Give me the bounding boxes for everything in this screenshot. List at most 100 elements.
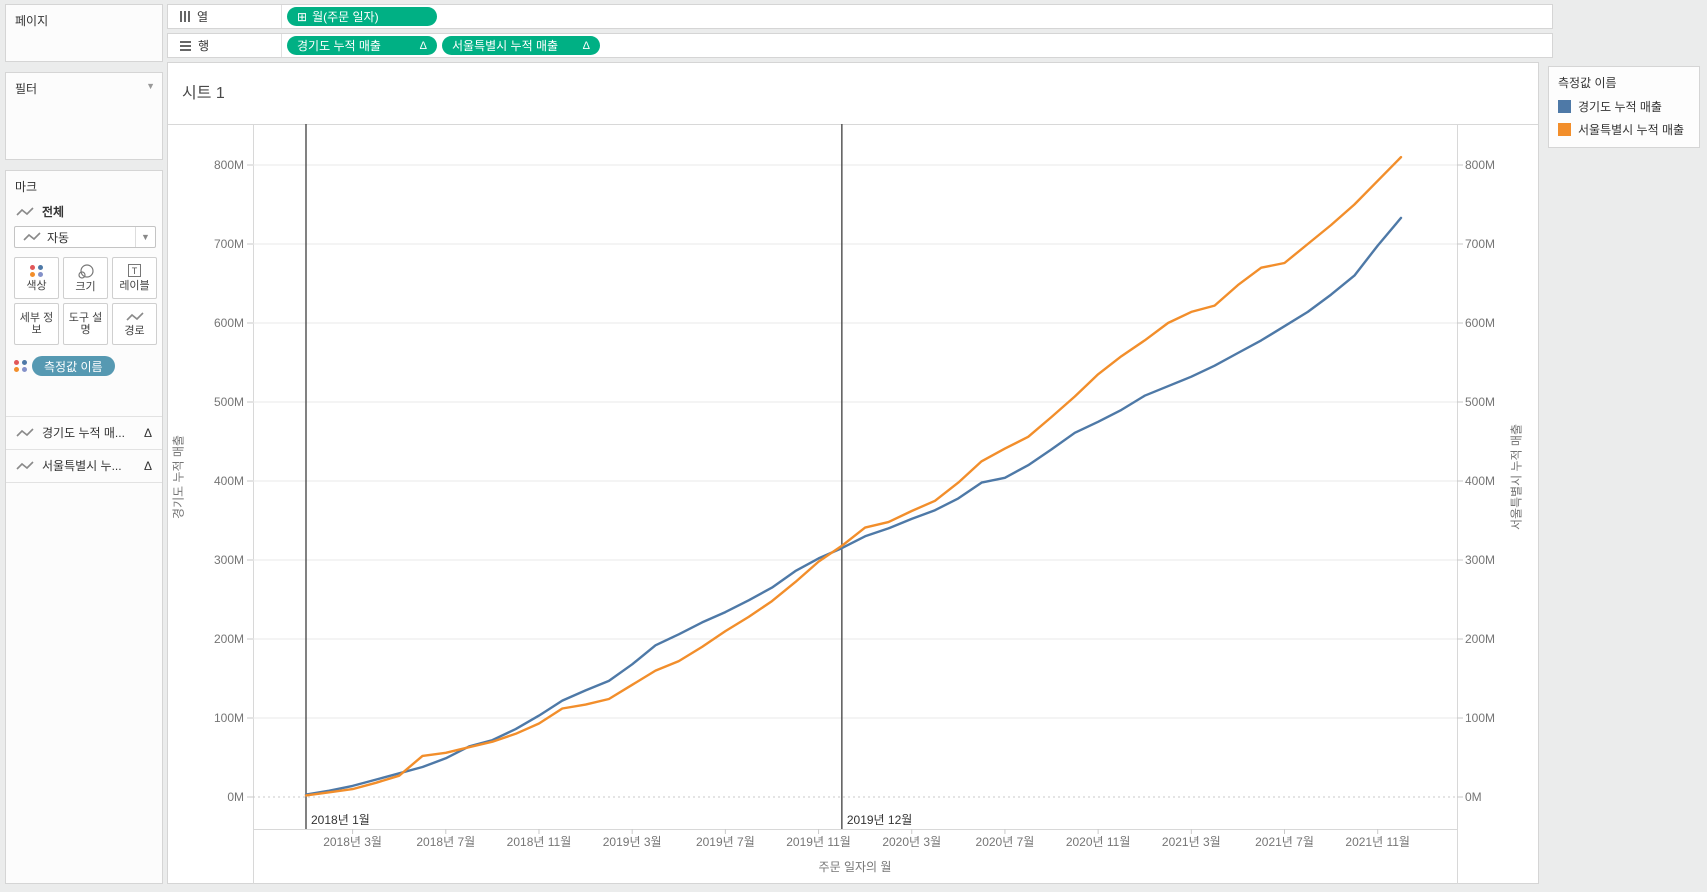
x-axis-tick-label: 2020년 3월 (882, 835, 942, 849)
reference-line-label: 2018년 1월 (311, 813, 370, 827)
x-axis-tick-label: 2018년 3월 (323, 835, 382, 849)
detail-button[interactable]: 세부 정보 (14, 303, 59, 345)
table-calc-delta-icon: Δ (419, 39, 427, 52)
path-line-icon (125, 311, 144, 321)
line-chart-plot[interactable]: 2018년 1월 2019년 12월 (247, 124, 1463, 834)
x-axis-line (253, 829, 1457, 830)
legend-entry[interactable]: 경기도 누적 매출 (1549, 95, 1699, 118)
field-row-seoul[interactable]: 서울특별시 누... Δ (6, 450, 162, 481)
x-axis-tick-label: 2018년 7월 (416, 835, 476, 849)
right-axis-tick-label: 400M (1465, 474, 1496, 488)
right-axis-tick-label: 600M (1465, 316, 1496, 330)
line-mark-icon (23, 232, 41, 241)
left-axis-line (253, 124, 254, 884)
color-dots-icon (14, 360, 28, 372)
line-mark-icon (16, 206, 34, 216)
left-axis-tick-label: 800M (213, 158, 244, 172)
delta-badge: Δ (143, 458, 152, 473)
left-axis-tick-label: 500M (213, 395, 244, 409)
divider (6, 416, 162, 417)
path-button[interactable]: 경로 (112, 303, 157, 345)
field-label: 서울특별시 누... (42, 459, 122, 473)
left-axis-tick-label: 700M (213, 237, 244, 251)
rows-shelf: 행 경기도 누적 매출 Δ 서울특별시 누적 매출 Δ (167, 33, 1553, 58)
x-axis-tick-label: 2018년 11월 (506, 835, 572, 849)
series-line-right[interactable] (304, 155, 1403, 797)
divider (168, 124, 1538, 125)
right-axis-tick-label: 200M (1465, 632, 1496, 646)
marks-title: 마크 (15, 180, 38, 194)
pill-month-order-date[interactable]: ⊞ 월(주문 일자) (287, 7, 437, 26)
left-axis-tick-label: 100M (213, 711, 244, 725)
size-button[interactable]: 크기 (63, 257, 108, 299)
columns-shelf-label: 열 (168, 5, 282, 28)
mark-type-value: 자동 (47, 230, 70, 245)
legend-swatch (1558, 100, 1571, 113)
pill-text: 서울특별시 누적 매출 (452, 39, 559, 53)
pages-title: 페이지 (15, 14, 49, 28)
x-axis-tick-label: 2021년 7월 (1255, 835, 1314, 849)
expand-plus-icon[interactable]: ⊞ (297, 9, 308, 24)
x-axis-tick-label: 2019년 3월 (602, 835, 662, 849)
size-circles-icon (77, 263, 94, 279)
marks-all-row[interactable]: 전체 (6, 197, 74, 226)
tooltip-button[interactable]: 도구 설명 (63, 303, 108, 345)
right-axis-tick-label: 300M (1465, 553, 1496, 567)
detail-button-label: 세부 정보 (19, 312, 54, 336)
right-axis-tick-label: 0M (1465, 790, 1482, 804)
sheet-title: 시트 1 (182, 85, 225, 102)
x-axis-tick-label: 2019년 7월 (695, 835, 755, 849)
left-axis-tick-label: 200M (213, 632, 244, 646)
x-axis-tick-label: 2021년 11월 (1345, 835, 1410, 849)
field-label: 경기도 누적 매... (42, 426, 125, 440)
legend-label: 서울특별시 누적 매출 (1578, 123, 1685, 137)
table-calc-delta-icon: Δ (582, 39, 590, 52)
chevron-down-icon[interactable]: ▼ (135, 227, 155, 247)
legend-swatch (1558, 123, 1571, 136)
left-axis-title: 경기도 누적 매출 (171, 434, 186, 519)
x-axis-tick-label: 2019년 11월 (786, 835, 851, 849)
rows-icon (180, 40, 191, 51)
sheet-view: 시트 1 2018년 1월 2019년 12월 0M 100M 200M 300M 400… (167, 62, 1539, 884)
series-line-left[interactable] (304, 216, 1403, 796)
left-axis-tick-label: 300M (213, 553, 244, 567)
divider (6, 449, 162, 450)
divider (6, 482, 162, 483)
pages-panel: 페이지 (5, 4, 163, 62)
rows-shelf-text: 행 (198, 39, 210, 53)
delta-badge: Δ (143, 425, 152, 440)
line-mark-icon (16, 460, 34, 470)
filters-caret-icon[interactable]: ▼ (146, 81, 155, 91)
columns-shelf: 열 ⊞ 월(주문 일자) (167, 4, 1553, 29)
marks-all-label: 전체 (42, 205, 65, 219)
right-axis-line (1457, 124, 1458, 884)
label-button[interactable]: T 레이블 (112, 257, 157, 299)
rows-shelf-label: 행 (168, 34, 282, 57)
left-axis-tick-label: 400M (213, 474, 244, 488)
right-axis-title: 서울특별시 누적 매출 (1509, 423, 1524, 530)
filters-title: 필터 (15, 82, 38, 96)
tooltip-button-label: 도구 설명 (68, 312, 103, 336)
filters-panel: 필터 ▼ (5, 72, 163, 160)
pill-gyeonggi-cumulative-sales[interactable]: 경기도 누적 매출 Δ (287, 36, 437, 55)
color-dots-icon (29, 264, 44, 277)
left-axis-tick-label: 600M (213, 316, 244, 330)
right-axis-tick-label: 700M (1465, 237, 1496, 251)
color-button[interactable]: 색상 (14, 257, 59, 299)
line-mark-icon (16, 427, 34, 437)
measure-names-pill[interactable]: 측정값 이름 (32, 356, 115, 376)
legend-entry[interactable]: 서울특별시 누적 매출 (1549, 118, 1699, 141)
pill-text: 경기도 누적 매출 (297, 39, 381, 53)
reference-line-label: 2019년 12월 (847, 813, 912, 827)
legend-title: 측정값 이름 (1558, 76, 1617, 90)
right-axis-tick-label: 100M (1465, 711, 1496, 725)
pill-seoul-cumulative-sales[interactable]: 서울특별시 누적 매출 Δ (442, 36, 600, 55)
mark-type-dropdown[interactable]: 자동 ▼ (14, 226, 156, 248)
pill-text: 월(주문 일자) (312, 10, 379, 24)
x-axis-tick-label: 2021년 3월 (1161, 835, 1221, 849)
label-button-label: 레이블 (119, 280, 150, 292)
marks-panel: 마크 전체 자동 ▼ 색상 크기 T 레이블 세부 정보 도구 설명 경로 (5, 170, 163, 884)
field-row-gyeonggi[interactable]: 경기도 누적 매... Δ (6, 417, 162, 448)
